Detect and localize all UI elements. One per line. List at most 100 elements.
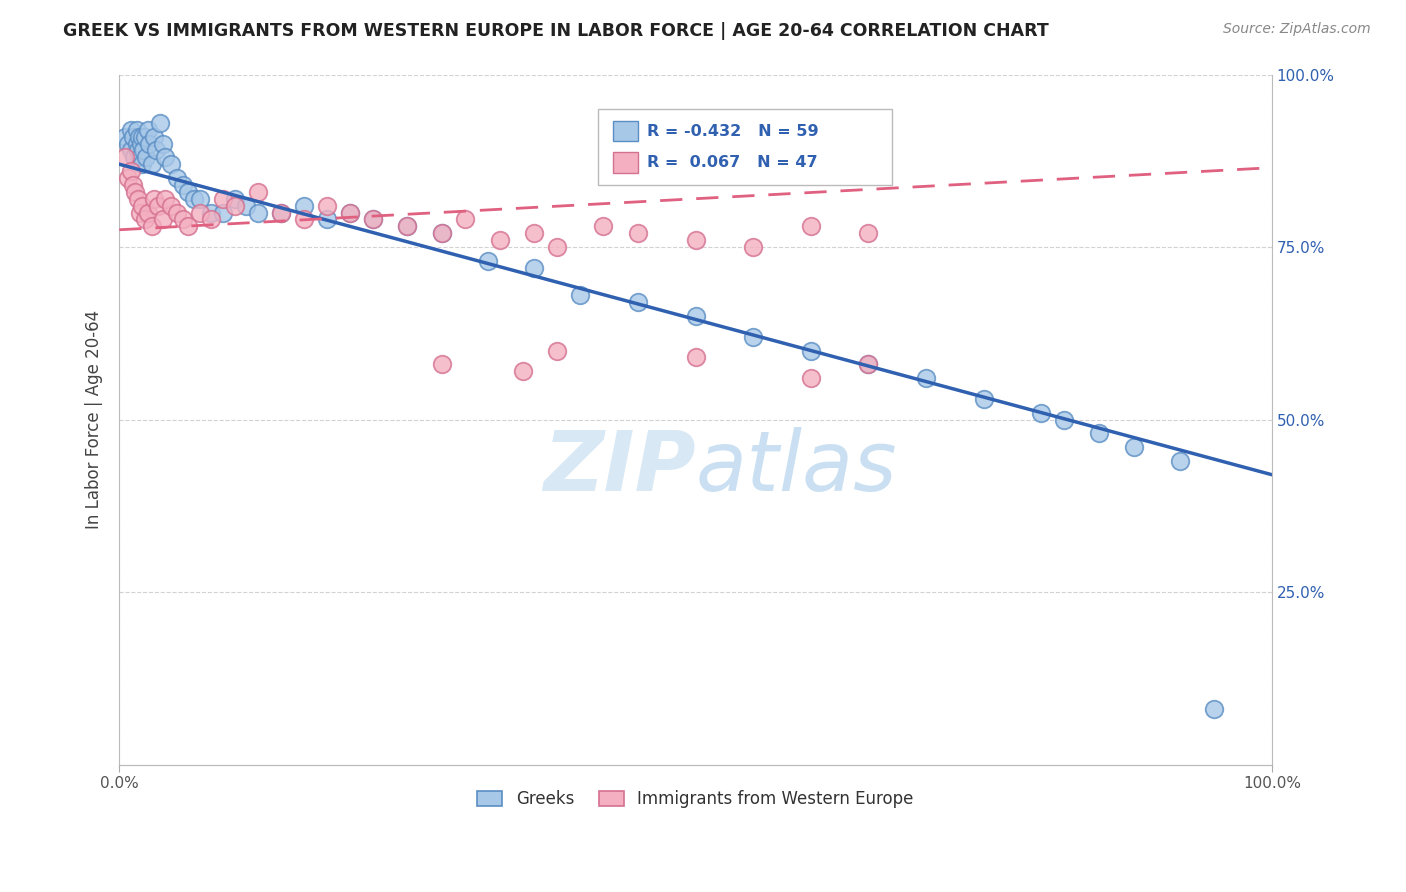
Text: ZIP: ZIP xyxy=(543,427,696,508)
Point xyxy=(120,122,142,136)
Point xyxy=(141,219,163,234)
Point xyxy=(177,185,200,199)
Point xyxy=(136,122,159,136)
Point xyxy=(224,192,246,206)
Point xyxy=(120,144,142,158)
Point xyxy=(973,392,995,406)
Legend: Greeks, Immigrants from Western Europe: Greeks, Immigrants from Western Europe xyxy=(471,783,921,814)
FancyBboxPatch shape xyxy=(598,109,891,185)
Point xyxy=(523,260,546,275)
Point xyxy=(128,129,150,144)
Text: Source: ZipAtlas.com: Source: ZipAtlas.com xyxy=(1223,22,1371,37)
FancyBboxPatch shape xyxy=(613,153,638,173)
Point xyxy=(131,199,153,213)
Point xyxy=(188,205,211,219)
Point xyxy=(129,136,152,151)
Text: atlas: atlas xyxy=(696,427,897,508)
Point xyxy=(685,233,707,247)
Point xyxy=(131,129,153,144)
Point xyxy=(129,150,152,164)
Point xyxy=(141,157,163,171)
Point xyxy=(361,212,384,227)
Point xyxy=(200,205,222,219)
Point xyxy=(1031,406,1053,420)
Point xyxy=(122,129,145,144)
Point xyxy=(315,199,337,213)
Point xyxy=(246,205,269,219)
Point xyxy=(155,150,177,164)
Point xyxy=(477,253,499,268)
Point xyxy=(454,212,477,227)
Point xyxy=(188,192,211,206)
Point xyxy=(1122,440,1144,454)
Point xyxy=(160,157,183,171)
Point xyxy=(152,136,174,151)
Point xyxy=(800,219,823,234)
Point xyxy=(361,212,384,227)
Point xyxy=(1168,454,1191,468)
Point xyxy=(155,192,177,206)
Point xyxy=(125,122,148,136)
Point xyxy=(166,171,188,186)
Point xyxy=(132,144,155,158)
Point xyxy=(131,157,153,171)
Point xyxy=(114,150,136,164)
Point xyxy=(315,212,337,227)
Point xyxy=(512,364,534,378)
Point xyxy=(135,150,157,164)
Point xyxy=(142,192,165,206)
Point xyxy=(858,357,880,371)
Point xyxy=(117,136,139,151)
Point xyxy=(200,212,222,227)
Point xyxy=(142,129,165,144)
Point xyxy=(183,192,205,206)
Point xyxy=(212,205,235,219)
Point xyxy=(148,199,170,213)
Point xyxy=(546,240,568,254)
Point xyxy=(1088,426,1111,441)
Point xyxy=(627,226,650,240)
Point xyxy=(212,192,235,206)
Point xyxy=(136,205,159,219)
Point xyxy=(270,205,292,219)
Point xyxy=(120,164,142,178)
Point xyxy=(523,226,546,240)
Point xyxy=(569,288,592,302)
Point xyxy=(742,329,765,343)
Point xyxy=(546,343,568,358)
Point xyxy=(1204,702,1226,716)
Point xyxy=(396,219,419,234)
Point xyxy=(127,144,149,158)
Point xyxy=(134,129,156,144)
Point xyxy=(166,205,188,219)
FancyBboxPatch shape xyxy=(613,120,638,142)
Point xyxy=(125,136,148,151)
Point xyxy=(117,171,139,186)
Point xyxy=(430,357,453,371)
Point xyxy=(149,116,172,130)
Point xyxy=(430,226,453,240)
Point xyxy=(430,226,453,240)
Point xyxy=(488,233,510,247)
Text: R =  0.067   N = 47: R = 0.067 N = 47 xyxy=(647,155,818,170)
Point xyxy=(396,219,419,234)
Point xyxy=(235,199,257,213)
Point xyxy=(134,212,156,227)
Point xyxy=(292,212,315,227)
Point xyxy=(152,212,174,227)
Point xyxy=(685,309,707,323)
Point xyxy=(172,212,194,227)
Point xyxy=(177,219,200,234)
Point xyxy=(685,351,707,365)
Point xyxy=(127,192,149,206)
Point xyxy=(145,144,167,158)
Point xyxy=(1053,412,1076,426)
Y-axis label: In Labor Force | Age 20-64: In Labor Force | Age 20-64 xyxy=(86,310,103,529)
Point xyxy=(270,205,292,219)
Point xyxy=(339,205,361,219)
Point xyxy=(858,226,880,240)
Point xyxy=(114,129,136,144)
Point xyxy=(124,185,146,199)
Text: R = -0.432   N = 59: R = -0.432 N = 59 xyxy=(647,124,818,138)
Point xyxy=(122,150,145,164)
